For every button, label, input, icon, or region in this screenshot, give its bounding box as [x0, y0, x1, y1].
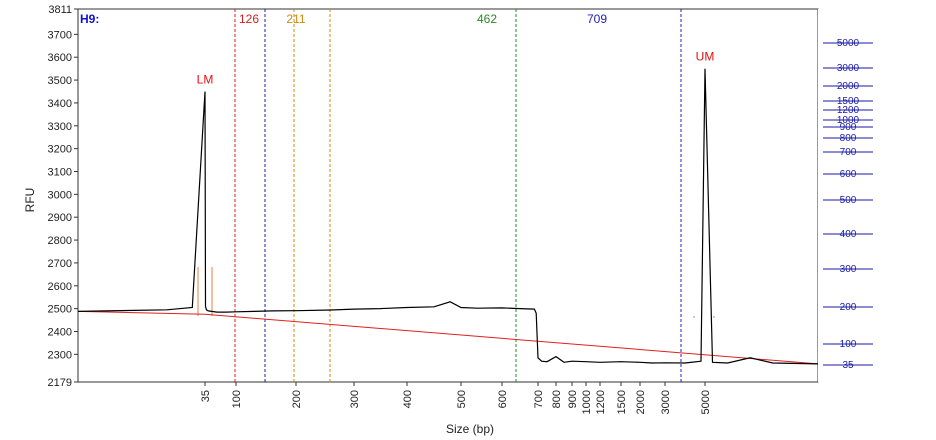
- x-tick-label: 200: [291, 390, 303, 408]
- peak-marker-label: UM: [696, 50, 715, 64]
- y-tick-label: 3400: [48, 98, 72, 110]
- y-tick-label: 3600: [48, 52, 72, 64]
- y-tick-label: 3700: [48, 29, 72, 41]
- x-tick-label: 35: [200, 390, 212, 402]
- x-tick-label: 800: [551, 390, 563, 408]
- ladder-label: 400: [840, 229, 857, 240]
- x-tick-label: 300: [349, 390, 361, 408]
- ladder-label: 35: [842, 360, 854, 371]
- y-tick-label: 2800: [48, 235, 72, 247]
- ladder-label: 1000: [837, 115, 860, 126]
- ladder-label: 5000: [837, 38, 860, 49]
- ladder-band: [818, 9, 936, 382]
- y-tick-label: 2300: [48, 349, 72, 361]
- ladder-label: 700: [840, 147, 857, 158]
- ladder-label: 600: [840, 169, 857, 180]
- ladder-label: 500: [840, 195, 857, 206]
- baseline-line: [77, 310, 819, 365]
- x-tick-label: 500: [456, 390, 468, 408]
- peak-marker-label: LM: [197, 73, 214, 87]
- y-tick-label: 3000: [48, 189, 72, 201]
- ladder-label: 300: [840, 264, 857, 275]
- x-tick-label: 700: [533, 390, 545, 408]
- ladder-label: 3000: [837, 63, 860, 74]
- x-tick-label: 100: [231, 390, 243, 408]
- x-axis-title: Size (bp): [446, 422, 494, 436]
- y-axis-ticks: 2179 2300 2400 2500 2600 2700 2800 2900 3000 3100…: [48, 4, 78, 389]
- y-tick-label: 2900: [48, 212, 72, 224]
- y-tick-label: 2179: [48, 377, 72, 389]
- x-tick-label: 1500: [616, 390, 628, 414]
- region-label: 462: [477, 12, 497, 26]
- region-label: 709: [587, 12, 607, 26]
- x-tick-label: 600: [497, 390, 509, 408]
- y-tick-label: 3500: [48, 75, 72, 87]
- well-label: H9:: [80, 12, 99, 26]
- ladder-label: 1200: [837, 105, 860, 116]
- y-tick-label: 3200: [48, 144, 72, 156]
- ladder-label: 100: [840, 339, 857, 350]
- x-tick-label: 1000: [581, 390, 593, 414]
- x-tick-label: 900: [567, 390, 579, 408]
- y-tick-label: 3300: [48, 121, 72, 133]
- region-lines: 126 211 462 709: [234, 9, 682, 382]
- ladder-label: 1500: [837, 96, 860, 107]
- y-tick-label: 2600: [48, 281, 72, 293]
- plot-frame: [77, 8, 819, 383]
- y-tick-label: 3100: [48, 167, 72, 179]
- region-label: 211: [286, 12, 305, 26]
- region-label: 126: [239, 12, 259, 26]
- rfu-trace-line: [77, 68, 819, 365]
- ladder-label: 200: [840, 302, 857, 313]
- ladder-label: 900: [840, 122, 857, 133]
- ladder-label: 2000: [837, 81, 860, 92]
- y-axis-title: RFU: [23, 188, 37, 213]
- x-tick-label: 3000: [660, 390, 672, 414]
- y-tick-label: 2400: [48, 326, 72, 338]
- ladder-label: 800: [840, 133, 857, 144]
- y-tick-label: 3811: [48, 4, 72, 16]
- series-layer: [77, 68, 819, 365]
- x-tick-label: 1200: [595, 390, 607, 414]
- marker-labels: LM UM: [197, 50, 715, 87]
- x-axis-ticks: 35 100 200 300 400 500 600 700 800 900 1000 1200 150…: [200, 382, 712, 414]
- x-tick-label: 400: [402, 390, 414, 408]
- x-tick-label: 2000: [635, 390, 647, 414]
- y-tick-label: 2700: [48, 258, 72, 270]
- x-tick-label: 5000: [700, 390, 712, 414]
- y-tick-label: 2500: [48, 304, 72, 316]
